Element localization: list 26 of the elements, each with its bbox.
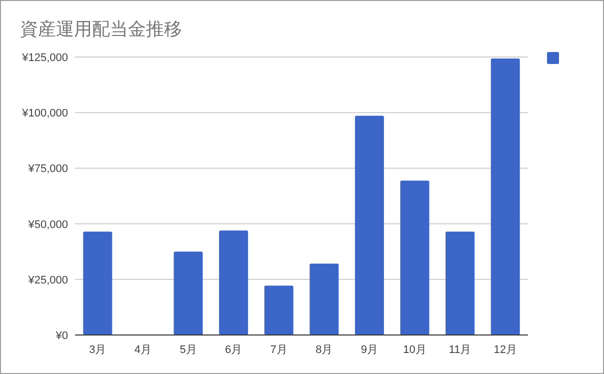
x-tick-label: 11月	[448, 344, 472, 356]
bar	[83, 232, 112, 335]
y-tick-label: ¥0	[54, 330, 68, 342]
y-tick-label: ¥75,000	[27, 163, 68, 176]
bar	[264, 286, 294, 335]
x-tick-label: 7月	[270, 344, 288, 356]
bar	[310, 264, 339, 335]
bar	[219, 230, 248, 335]
y-tick-label: ¥100,000	[21, 108, 68, 120]
x-tick-label: 10月	[403, 344, 426, 356]
bar	[446, 232, 475, 335]
bar	[490, 58, 520, 335]
x-tick-label: 8月	[316, 344, 333, 356]
y-tick-label: ¥50,000	[27, 218, 68, 231]
x-tick-label: 4月	[134, 344, 152, 356]
chart-title: 資産運用配当金推移	[20, 19, 182, 39]
x-tick-label: 3月	[89, 344, 106, 356]
bar	[400, 180, 430, 335]
x-tick-label: 6月	[224, 344, 242, 356]
y-tick-label: ¥25,000	[27, 274, 68, 286]
bar	[174, 252, 203, 335]
x-tick-label: 9月	[360, 344, 378, 356]
x-tick-label: 5月	[180, 344, 197, 356]
y-tick-label: ¥125,000	[21, 52, 68, 64]
bar	[354, 116, 384, 335]
x-tick-label: 12月	[494, 344, 517, 356]
